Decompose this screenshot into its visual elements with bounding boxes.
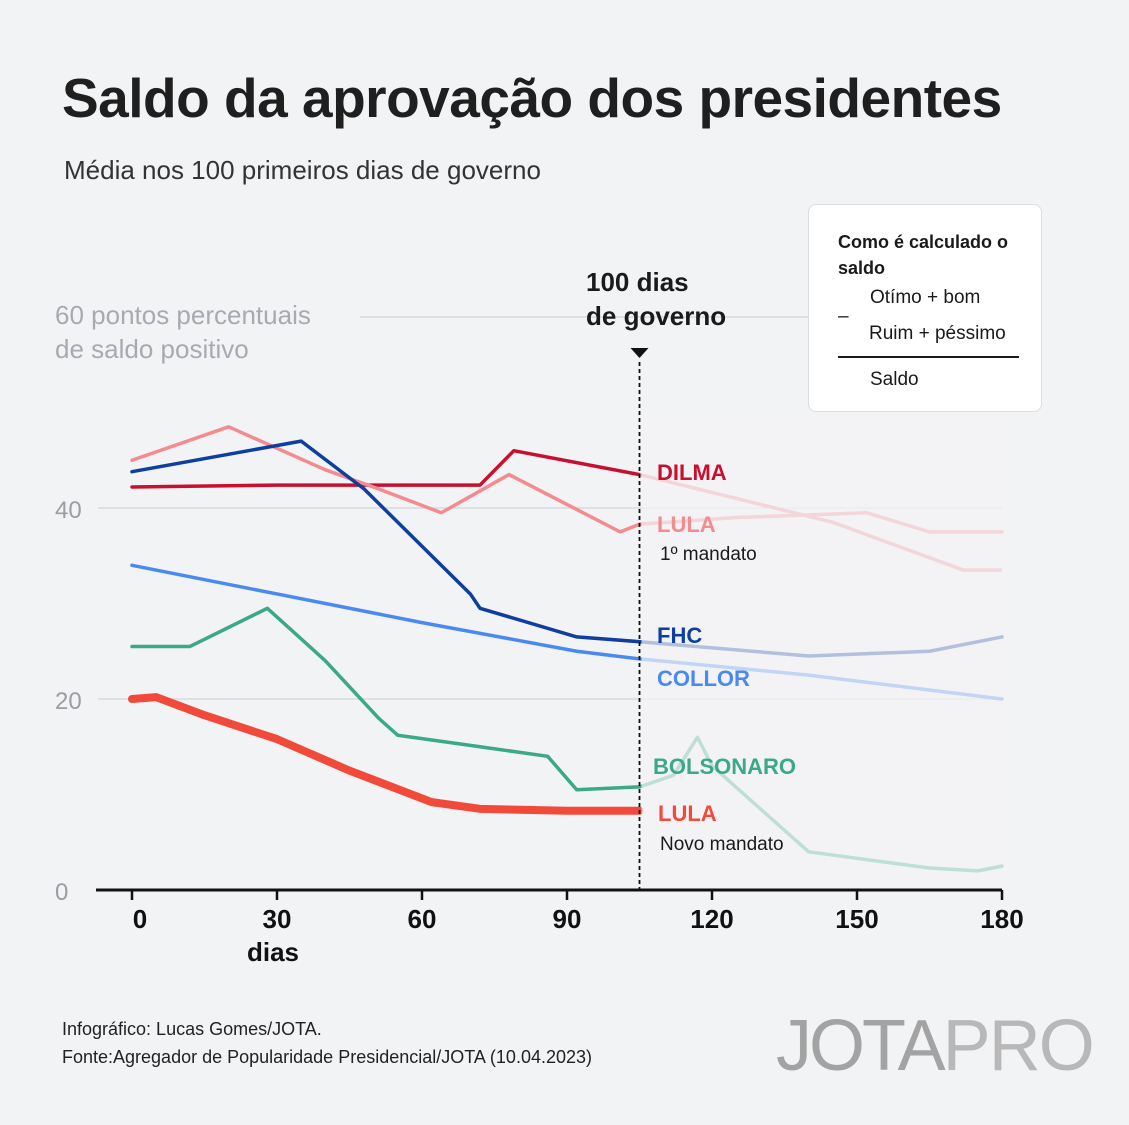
label-layer: DILMA LULA 1º mandato FHC COLLOR BOLSONARO LUL… — [653, 460, 796, 855]
x-tick-label-0: 0 — [133, 904, 147, 934]
series-line-lula_novo — [128, 693, 644, 815]
series-label-fhc: FHC — [657, 623, 702, 648]
chart-title: Saldo da aprovação dos presidentes — [62, 67, 1002, 129]
x-tick-label-90: 90 — [553, 904, 582, 934]
series-sublabel-lula_novo: Novo mandato — [660, 834, 784, 855]
y-tick-label-0: 0 — [55, 879, 68, 906]
y-tick-label-40: 40 — [55, 497, 82, 524]
x-axis-title: dias — [247, 937, 299, 967]
marker-100-days-label: de governo — [586, 301, 726, 331]
series-label-bolsonaro: BOLSONARO — [653, 754, 796, 779]
fade-overlay — [641, 410, 1014, 888]
footer-source: Fonte:Agregador de Popularidade Presiden… — [62, 1047, 592, 1067]
x-tick-label-30: 30 — [263, 904, 292, 934]
explainer-negative: Ruim + péssimo — [869, 323, 1006, 344]
explainer-rule — [838, 356, 1019, 358]
series-line-dilma — [130, 448, 642, 489]
series-sublabel-lula1: 1º mandato — [660, 544, 757, 565]
explainer-title: Como é calculado o saldo — [838, 232, 1009, 278]
jota-pro-logo: JOTAPRO — [776, 1006, 1095, 1086]
axis-layer: 0 20 40 60 pontos percentuais de saldo posit… — [55, 267, 1024, 967]
series-label-lula_novo: LULA — [658, 801, 717, 826]
explainer-positive: Otímo + bom — [870, 287, 981, 308]
logo-part-pro: PRO — [942, 1006, 1095, 1086]
x-tick-label-120: 120 — [690, 904, 733, 934]
x-tick-label-60: 60 — [408, 904, 437, 934]
chart-subtitle: Média nos 100 primeiros dias de governo — [64, 155, 541, 185]
explainer-minus: – — [838, 306, 849, 327]
post-100-days-fade — [641, 410, 1014, 888]
logo-part-jota: JOTA — [776, 1006, 946, 1086]
marker-100-days-label: 100 dias — [586, 267, 689, 297]
x-tick-label-180: 180 — [980, 904, 1023, 934]
series-label-lula1: LULA — [657, 512, 716, 537]
explainer-result: Saldo — [870, 369, 919, 390]
gridline-60-label: 60 pontos percentuais — [55, 300, 311, 330]
marker-100-days-arrow — [630, 348, 649, 358]
saldo-explainer-box: Como é calculado o saldo Otímo + bom – R… — [808, 204, 1042, 412]
y-tick-label-20: 20 — [55, 688, 82, 715]
gridline-60-label: de saldo positivo — [55, 334, 249, 364]
series-label-dilma: DILMA — [657, 460, 727, 485]
series-label-collor: COLLOR — [657, 666, 750, 691]
x-tick-label-150: 150 — [835, 904, 878, 934]
footer-credit: Infográfico: Lucas Gomes/JOTA. — [62, 1019, 322, 1039]
